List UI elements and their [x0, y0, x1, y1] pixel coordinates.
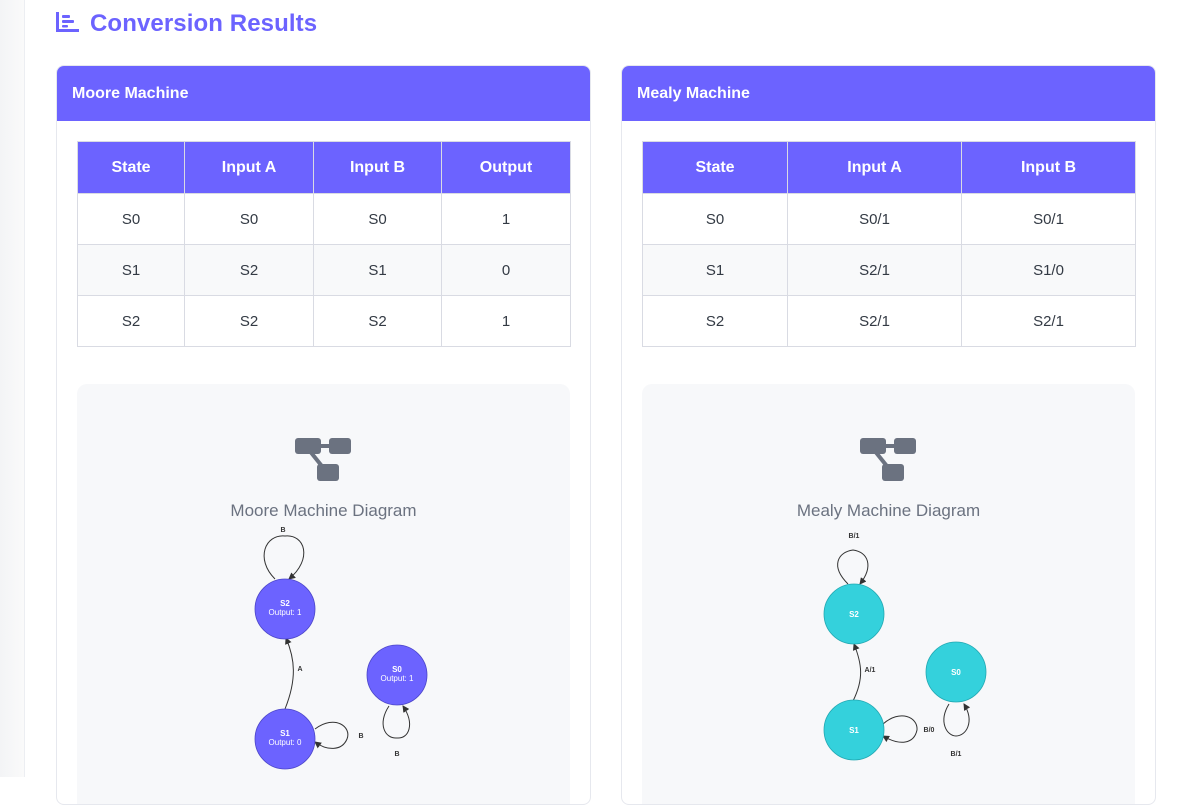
edge-s1-loop — [882, 715, 918, 743]
edge-s1-loop — [314, 721, 349, 749]
table-row: S1 S2/1 S1/0 — [642, 244, 1136, 296]
moore-card-title: Moore Machine — [72, 84, 189, 102]
table-cell: S0/1 — [787, 193, 962, 245]
edge-label: A — [297, 666, 302, 673]
edge-s2-loop — [837, 549, 869, 585]
table-cell: S1 — [313, 244, 442, 296]
edge-s2-loop — [263, 535, 305, 580]
edge-label: B/0 — [924, 727, 935, 734]
state-circle — [366, 644, 428, 706]
table-cell: S0/1 — [961, 193, 1136, 245]
state-node-s2[interactable]: S2 Output: 1 — [254, 578, 316, 640]
mealy-card: Mealy Machine State Input A Input B S0 S… — [621, 65, 1156, 805]
edge-label: B — [280, 527, 285, 534]
table-row: S2 S2 S2 1 — [77, 295, 571, 347]
edge-s1-to-s2 — [852, 643, 862, 702]
mealy-card-header: Mealy Machine — [622, 66, 1155, 121]
state-circle — [925, 641, 987, 703]
table-cell: S2 — [184, 295, 314, 347]
column-header: Input B — [313, 141, 442, 194]
column-header: State — [77, 141, 185, 194]
column-header: Input A — [184, 141, 314, 194]
edge-s0-loop — [943, 703, 971, 737]
page-title: Conversion Results — [90, 10, 318, 37]
table-cell: S2/1 — [787, 295, 962, 347]
edge-label: A/1 — [865, 667, 876, 674]
moore-state-diagram: B A B B S2 Output: 1 S0 Output: 1 — [254, 527, 428, 770]
column-header: Input B — [961, 141, 1136, 194]
state-output: Output: 1 — [381, 674, 414, 683]
state-node-s1[interactable]: S1 Output: 0 — [254, 708, 316, 770]
table-cell: S0 — [77, 193, 185, 245]
table-cell: S2 — [642, 295, 788, 347]
table-cell: S1 — [77, 244, 185, 296]
edge-label: B — [394, 751, 399, 758]
state-output: Output: 1 — [269, 608, 302, 617]
state-name: S2 — [280, 599, 290, 608]
table-cell: S1 — [642, 244, 788, 296]
edge-label: B — [358, 733, 363, 740]
mealy-diagram-panel: Mealy Machine Diagram B/1 A/1 B/0 B/1 S — [642, 384, 1135, 804]
moore-card: Moore Machine State Input A Input B Outp… — [56, 65, 591, 805]
state-node-s2[interactable]: S2 — [823, 583, 885, 645]
table-cell: S0 — [313, 193, 442, 245]
table-cell: S2 — [313, 295, 442, 347]
results-header: Conversion Results — [55, 8, 317, 40]
column-header: Input A — [787, 141, 962, 194]
table-cell: S2 — [184, 244, 314, 296]
chart-icon — [55, 11, 80, 38]
diagram-icon — [860, 438, 916, 481]
table-row: S0 S0 S0 1 — [77, 193, 571, 245]
state-circle — [823, 583, 885, 645]
edge-s0-loop — [382, 705, 411, 739]
table-cell: S2/1 — [787, 244, 962, 296]
state-name: S0 — [392, 665, 402, 674]
edge-label: B/1 — [951, 751, 962, 758]
table-cell: 1 — [441, 295, 571, 347]
state-output: Output: 0 — [269, 738, 302, 747]
table-row: S1 S2 S1 0 — [77, 244, 571, 296]
column-header: State — [642, 141, 788, 194]
state-node-s1[interactable]: S1 — [823, 699, 885, 761]
table-cell: S2/1 — [961, 295, 1136, 347]
state-node-s0[interactable]: S0 — [925, 641, 987, 703]
edge-s1-to-s2 — [284, 637, 294, 710]
left-sidebar-edge — [0, 0, 25, 777]
state-name: S1 — [280, 729, 290, 738]
mealy-state-diagram: B/1 A/1 B/0 B/1 S2 S0 S1 — [823, 533, 987, 761]
table-cell: S0 — [642, 193, 788, 245]
table-cell: 1 — [441, 193, 571, 245]
moore-diagram-title: Moore Machine Diagram — [230, 501, 417, 520]
column-header: Output — [441, 141, 571, 194]
table-cell: S2 — [77, 295, 185, 347]
moore-card-header: Moore Machine — [57, 66, 590, 121]
table-cell: S1/0 — [961, 244, 1136, 296]
moore-diagram-panel: Moore Machine Diagram B A B B S2 — [77, 384, 570, 804]
table-header-row: State Input A Input B — [642, 141, 1136, 194]
table-row: S0 S0/1 S0/1 — [642, 193, 1136, 245]
table-header-row: State Input A Input B Output — [77, 141, 571, 194]
mealy-table: State Input A Input B S0 S0/1 S0/1 S1 S2… — [642, 141, 1136, 347]
edge-label: B/1 — [849, 533, 860, 540]
table-cell: 0 — [441, 244, 571, 296]
mealy-diagram-title: Mealy Machine Diagram — [796, 501, 981, 520]
state-circle — [254, 578, 316, 640]
state-circle — [254, 708, 316, 770]
state-name: S1 — [849, 726, 859, 735]
state-circle — [823, 699, 885, 761]
table-row: S2 S2/1 S2/1 — [642, 295, 1136, 347]
state-name: S0 — [951, 668, 961, 677]
mealy-card-title: Mealy Machine — [637, 84, 750, 102]
diagram-icon — [295, 438, 351, 481]
state-node-s0[interactable]: S0 Output: 1 — [366, 644, 428, 706]
moore-table: State Input A Input B Output S0 S0 S0 1 … — [77, 141, 571, 347]
table-cell: S0 — [184, 193, 314, 245]
state-name: S2 — [849, 610, 859, 619]
